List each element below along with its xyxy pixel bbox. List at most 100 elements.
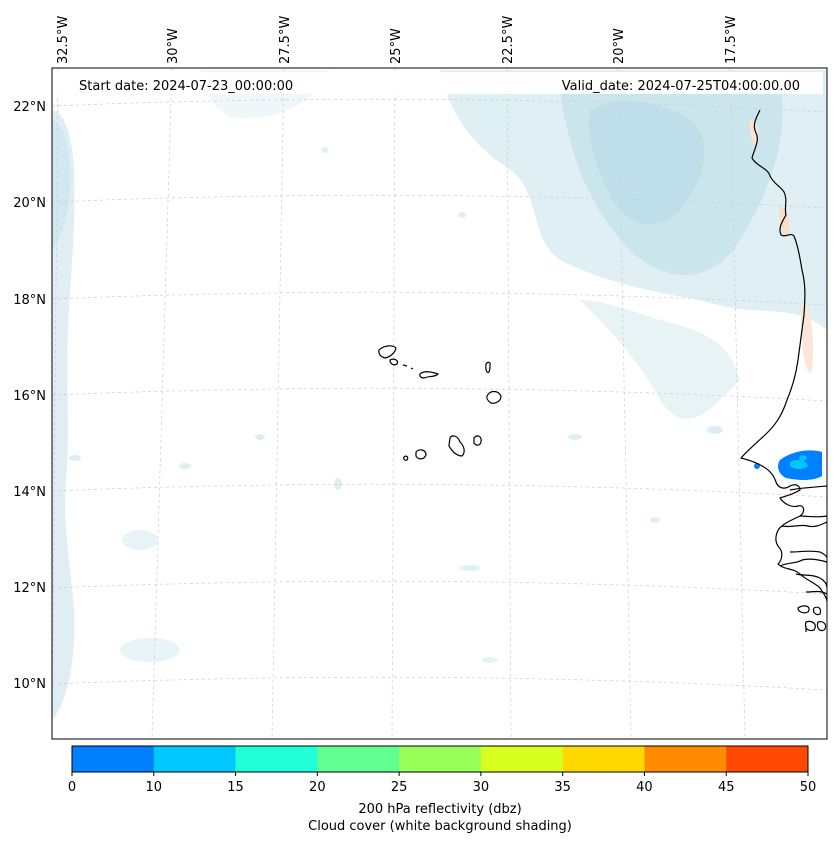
- gridline-lat-18N: [52, 291, 827, 306]
- cloud-patch-small: [120, 638, 180, 662]
- colorbar-segment: [726, 746, 809, 772]
- cloud-patch-east-mid: [580, 300, 740, 419]
- cloud-patch-small: [650, 517, 660, 523]
- cloud-patch-small: [458, 212, 466, 218]
- island-brava: [403, 455, 409, 461]
- lon-label-22-5W: 22.5°W: [501, 16, 516, 64]
- cloud-area-west-strip: [52, 110, 75, 720]
- gridline-lat-12N: [52, 580, 827, 595]
- gridline-lon-25W: [391, 68, 396, 739]
- colorbar-tick-label: 40: [636, 780, 653, 795]
- west-africa-coast: [740, 109, 827, 603]
- annotation-backdrop: [56, 72, 823, 94]
- latitude-labels: 22°N 20°N 18°N 16°N 14°N 12°N 10°N: [13, 100, 46, 692]
- gridline-lon-17-5W: [729, 68, 746, 739]
- colorbar-segment: [562, 746, 645, 772]
- colorbar-tick-label: 50: [800, 780, 817, 795]
- cloud-patch-small: [334, 478, 342, 490]
- gridline-lat-22N: [52, 98, 827, 113]
- warm-patch: [749, 118, 758, 150]
- lon-label-17-5W: 17.5°W: [724, 16, 739, 64]
- cloud-patch-small: [255, 434, 265, 440]
- gridline-lon-27-5W: [271, 68, 285, 739]
- lon-label-25W: 25°W: [389, 28, 404, 64]
- reflectivity-10-15: [799, 455, 807, 461]
- lon-label-32-5W: 32.5°W: [56, 16, 71, 64]
- colorbar-tick-label: 35: [554, 780, 571, 795]
- island-santo-antao: [378, 345, 397, 359]
- gridline-lon-20W: [617, 68, 632, 739]
- map-content: [52, 68, 827, 739]
- gridlines: [52, 68, 827, 739]
- island-sao-nicolau: [410, 367, 414, 370]
- cloud-core-inner: [588, 101, 705, 225]
- colorbar: 0 10 15 20 25 30 35 40 45 50 200 hPa reflectivity…: [68, 745, 816, 834]
- colorbar-sublabel: Cloud cover (white background shading): [308, 819, 572, 834]
- cloud-patch-small: [707, 426, 723, 434]
- island-maio: [473, 435, 482, 446]
- island-boa-vista: [486, 390, 502, 404]
- lat-label-22N: 22°N: [13, 100, 46, 115]
- colorbar-tick-label: 15: [227, 780, 244, 795]
- lon-label-30W: 30°W: [166, 28, 181, 64]
- island-sao-vicente: [389, 358, 399, 366]
- island-santa-luzia: [402, 364, 408, 367]
- cloud-patch-small: [69, 455, 81, 461]
- colorbar-segment: [72, 746, 155, 772]
- gambia-river: [789, 485, 827, 491]
- lat-label-18N: 18°N: [13, 293, 46, 308]
- colorbar-segment: [317, 746, 400, 772]
- bijagos-islands: [797, 605, 827, 632]
- gridline-lat-10N: [52, 676, 827, 691]
- colorbar-tick-label: 30: [473, 780, 490, 795]
- valid-date-label: Valid_date: 2024-07-25T04:00:00.00: [562, 79, 800, 94]
- colorbar-tick-label: 45: [718, 780, 735, 795]
- map-frame: [51, 67, 828, 740]
- colorbar-tick-label: 10: [146, 780, 163, 795]
- reflectivity-cell: [754, 450, 822, 480]
- lat-label-20N: 20°N: [13, 196, 46, 211]
- lon-label-20W: 20°W: [612, 28, 627, 64]
- casamance-coast: [781, 515, 827, 559]
- colorbar-ticks: 0 10 15 20 25 30 35 40 45 50: [68, 772, 816, 795]
- colorbar-segment: [153, 746, 237, 772]
- lat-label-10N: 10°N: [13, 677, 46, 692]
- colorbar-segment: [399, 746, 482, 772]
- map-panel: Start date: 2024-07-23_00:00:00 Valid_da…: [51, 67, 828, 740]
- reflectivity-10-15: [790, 459, 808, 469]
- cloud-patch-small: [460, 565, 480, 571]
- cloud-patch-small: [322, 147, 328, 153]
- colorbar-segment: [644, 746, 727, 772]
- cloud-cover-shading: [52, 70, 827, 720]
- lat-label-16N: 16°N: [13, 389, 46, 404]
- coastline: [740, 109, 827, 632]
- gridline-lon-22-5W: [506, 68, 512, 739]
- colorbar-label: 200 hPa reflectivity (dbz): [358, 802, 521, 817]
- island-fogo: [415, 449, 427, 460]
- gridline-lat-16N: [52, 387, 827, 402]
- colorbar-frame: [71, 745, 809, 773]
- start-date-label: Start date: 2024-07-23_00:00:00: [79, 79, 293, 94]
- longitude-labels: 32.5°W 30°W 27.5°W 25°W 22.5°W 20°W 17.5…: [56, 16, 739, 64]
- cape-verde-islands: [378, 345, 502, 461]
- island-santiago: [448, 435, 465, 457]
- gridline-lon-30W: [151, 68, 173, 739]
- cloud-patch-small: [568, 434, 582, 440]
- island-sal: [485, 361, 491, 374]
- gridline-lat-20N: [52, 194, 827, 209]
- gridline-lat-14N: [52, 483, 827, 498]
- island-sao-nicolau-main: [419, 371, 439, 379]
- cloud-patch-small: [122, 530, 158, 550]
- lon-label-27-5W: 27.5°W: [278, 16, 293, 64]
- colorbar-segments: [72, 746, 809, 772]
- colorbar-segment: [480, 746, 564, 772]
- cloud-patch-small: [482, 657, 498, 663]
- colorbar-tick-label: 25: [391, 780, 408, 795]
- gridline-lon-32-5W: [52, 68, 59, 739]
- cloud-area-west-core: [52, 120, 71, 250]
- colorbar-tick-label: 0: [68, 780, 76, 795]
- warm-patch: [779, 205, 790, 238]
- guinea-bissau-coast: [779, 558, 827, 595]
- cloud-patch-small: [179, 463, 191, 469]
